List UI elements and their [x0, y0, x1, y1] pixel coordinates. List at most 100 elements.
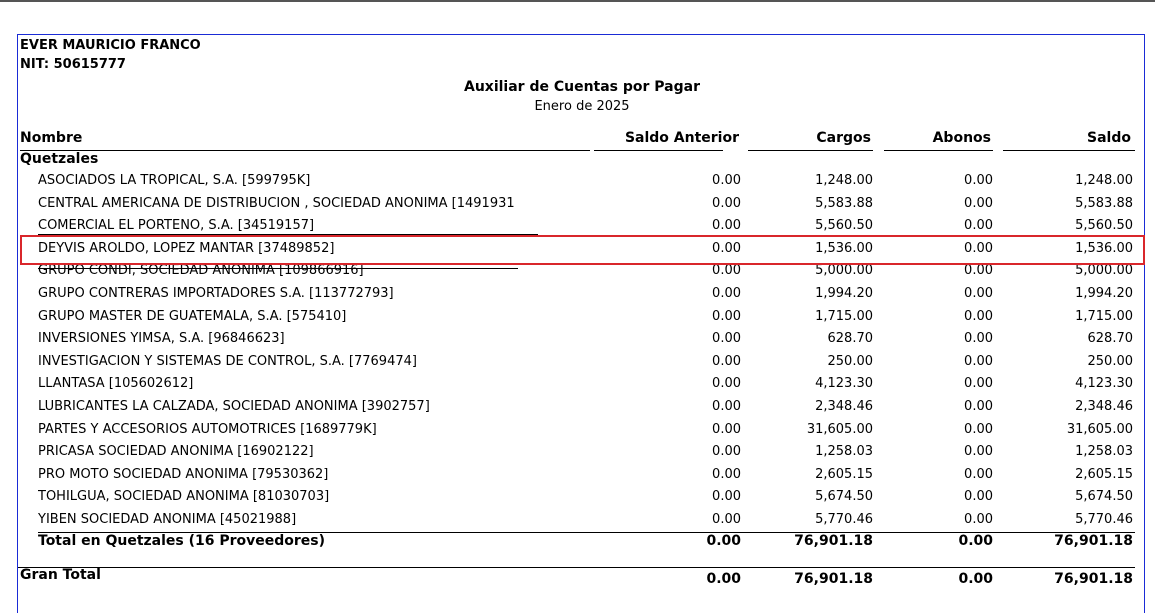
header-underline-payments: [884, 150, 993, 151]
charges-cell: 31,605.00: [806, 421, 873, 437]
balance-cell: 1,248.00: [1075, 173, 1133, 188]
col-header-charges: Cargos: [816, 130, 871, 146]
balance-cell: 1,715.00: [1075, 308, 1133, 324]
balance-cell: 5,583.88: [1075, 195, 1133, 211]
payments-cell: 0.00: [964, 286, 993, 301]
payments-cell: 0.00: [964, 263, 993, 279]
prev-balance-cell: 0.00: [712, 489, 741, 505]
charges-cell: 4,123.30: [815, 376, 873, 392]
prev-balance-cell: 0.00: [712, 173, 741, 188]
table-row: COMERCIAL EL PORTEÑO, S.A. [34519157] 0.0…: [18, 217, 1146, 236]
supplier-name: PRO MOTO SOCIEDAD ANONIMA [79530362]: [38, 466, 329, 482]
payments-cell: 0.00: [964, 218, 993, 234]
table-row: ASOCIADOS LA TROPICAL, S.A. [599795K] 0.0…: [18, 172, 1146, 191]
company-nit: NIT: 50615777: [20, 57, 126, 72]
charges-cell: 5,000.00: [815, 263, 873, 279]
table-row: INVESTIGACION Y SISTEMAS DE CONTROL, S.A…: [18, 353, 1146, 372]
table-row: GRUPO CONDI, SOCIEDAD ANONIMA [109866916…: [18, 262, 1146, 281]
row-underline: [38, 234, 538, 235]
balance-cell: 4,123.30: [1075, 376, 1133, 392]
supplier-name: COMERCIAL EL PORTEÑO, S.A. [34519157]: [38, 218, 315, 234]
section-label: Quetzales: [20, 151, 99, 167]
prev-balance-cell: 0.00: [712, 376, 741, 392]
supplier-name: INVERSIONES YIMSA, S.A. [96846623]: [38, 331, 285, 347]
row-underline: [38, 268, 518, 269]
table-row: DEYVIS AROLDO, LÓPEZ MANTAR [37489852] 0.…: [18, 240, 1146, 259]
supplier-name: GRUPO CONTRERAS IMPORTADORES S.A. [11377…: [38, 286, 394, 301]
supplier-name: PRICASA SOCIEDAD ANONIMA [16902122]: [38, 444, 314, 460]
table-row: TOHILGUA, SOCIEDAD ANONIMA [81030703] 0.0…: [18, 488, 1146, 507]
balance-cell: 1,536.00: [1075, 240, 1133, 256]
supplier-name: GRUPO CONDI, SOCIEDAD ANONIMA [109866916…: [38, 263, 364, 279]
prev-balance-cell: 0.00: [712, 286, 741, 301]
supplier-name: GRUPO MASTER DE GUATEMALA, S.A. [575410]: [38, 308, 347, 324]
section-total-row: Total en Quetzales (16 Proveedores) 0.00…: [18, 532, 1146, 551]
prev-balance-cell: 0.00: [712, 218, 741, 234]
prev-balance-cell: 0.00: [712, 421, 741, 437]
col-header-prev: Saldo Anterior: [624, 130, 739, 146]
header-underline-prev: [594, 150, 723, 151]
section-total-label: Total en Quetzales (16 Proveedores): [38, 533, 326, 549]
top-border: [0, 0, 1155, 2]
prev-balance-cell: 0.00: [712, 444, 741, 460]
section-total-prev: 0.00: [706, 533, 741, 549]
balance-cell: 250.00: [1087, 353, 1134, 369]
table-row: YIBEN SOCIEDAD ANONIMA [45021988] 0.00 5,7…: [18, 511, 1146, 530]
supplier-name: PARTES Y ACCESORIOS AUTOMOTRICES [168977…: [38, 421, 377, 437]
prev-balance-cell: 0.00: [712, 240, 741, 256]
payments-cell: 0.00: [964, 399, 993, 414]
col-header-name: Nombre: [20, 130, 83, 146]
supplier-name: DEYVIS AROLDO, LÓPEZ MANTAR [37489852]: [38, 240, 335, 256]
charges-cell: 1,994.20: [815, 286, 873, 301]
supplier-name: CENTRAL AMERICANA DE DISTRIBUCION , SOCI…: [38, 195, 515, 211]
prev-balance-cell: 0.00: [712, 512, 741, 527]
section-total-payments: 0.00: [958, 533, 993, 549]
supplier-name: LLANTASA [105602612]: [38, 376, 194, 392]
payments-cell: 0.00: [964, 195, 993, 211]
payments-cell: 0.00: [964, 512, 993, 527]
balance-cell: 1,258.03: [1075, 444, 1133, 460]
supplier-name: TOHILGUA, SOCIEDAD ANONIMA [81030703]: [38, 489, 330, 505]
grand-total-topline: [18, 567, 1135, 568]
payments-cell: 0.00: [964, 489, 993, 505]
company-name: EVER MAURICIO FRANCO: [20, 38, 201, 53]
payments-cell: 0.00: [964, 240, 993, 256]
col-header-balance: Saldo: [1087, 130, 1131, 146]
prev-balance-cell: 0.00: [712, 399, 741, 414]
payments-cell: 0.00: [964, 376, 993, 392]
supplier-name: LUBRICANTES LA CALZADA, SOCIEDAD ANONIMA…: [38, 399, 430, 414]
report-page: EVER MAURICIO FRANCO NIT: 50615777 Auxil…: [17, 34, 1145, 613]
prev-balance-cell: 0.00: [712, 263, 741, 279]
balance-cell: 5,674.50: [1075, 489, 1133, 505]
charges-cell: 1,536.00: [815, 240, 873, 256]
report-period: Enero de 2025: [534, 99, 630, 114]
charges-cell: 1,248.00: [815, 173, 873, 188]
header-underline-balance: [1003, 150, 1135, 151]
charges-cell: 5,583.88: [815, 195, 873, 211]
charges-cell: 1,715.00: [815, 308, 873, 324]
supplier-name: ASOCIADOS LA TROPICAL, S.A. [599795K]: [38, 173, 311, 188]
prev-balance-cell: 0.00: [712, 353, 741, 369]
supplier-name: YIBEN SOCIEDAD ANONIMA [45021988]: [38, 512, 297, 527]
balance-cell: 5,000.00: [1075, 263, 1133, 279]
col-header-payments: Abonos: [932, 130, 991, 146]
grand-total-row: Gran Total 0.00 76,901.18 0.00 76,901.18: [18, 567, 1146, 588]
prev-balance-cell: 0.00: [712, 466, 741, 482]
section-total-balance: 76,901.18: [1054, 533, 1133, 549]
balance-cell: 628.70: [1087, 331, 1134, 347]
grand-total-balance: 76,901.18: [1054, 571, 1133, 587]
table-row: PRO MOTO SOCIEDAD ANONIMA [79530362] 0.00…: [18, 466, 1146, 485]
balance-cell: 5,560.50: [1075, 218, 1133, 234]
payments-cell: 0.00: [964, 421, 993, 437]
charges-cell: 2,605.15: [815, 466, 873, 482]
charges-cell: 628.70: [827, 331, 874, 347]
prev-balance-cell: 0.00: [712, 195, 741, 211]
payments-cell: 0.00: [964, 353, 993, 369]
header-underline-charges: [748, 150, 873, 151]
table-row: INVERSIONES YIMSA, S.A. [96846623] 0.00 62…: [18, 330, 1146, 349]
grand-total-payments: 0.00: [958, 571, 993, 587]
charges-cell: 250.00: [827, 353, 874, 369]
charges-cell: 5,770.46: [815, 512, 873, 527]
table-row: GRUPO CONTRERAS IMPORTADORES S.A. [11377…: [18, 285, 1146, 304]
supplier-name: INVESTIGACION Y SISTEMAS DE CONTROL, S.A…: [38, 353, 417, 369]
